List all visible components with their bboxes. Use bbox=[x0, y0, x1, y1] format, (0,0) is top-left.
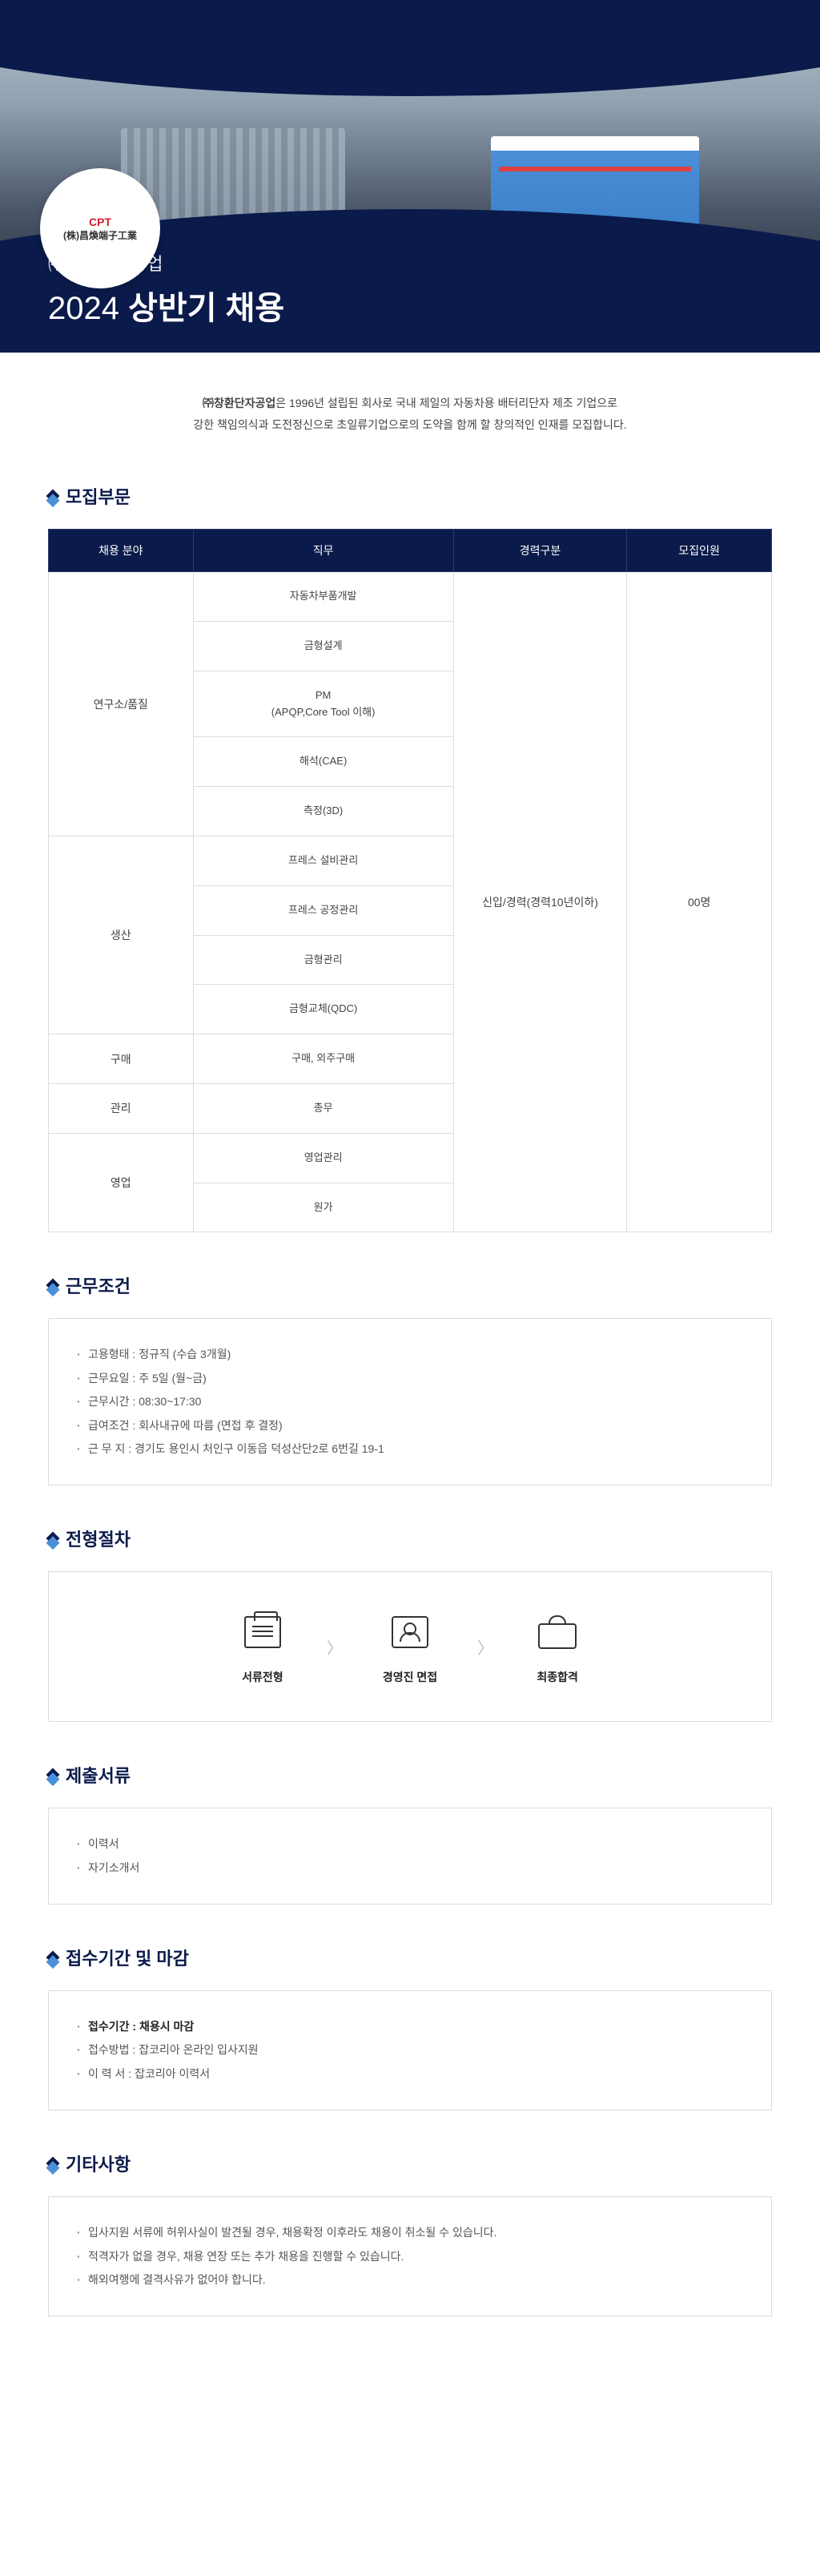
list-item: 급여조건 : 회사내규에 따름 (면접 후 결정) bbox=[77, 1414, 743, 1437]
cell-experience: 신입/경력(경력10년이하) bbox=[453, 572, 627, 1232]
list-item: 근무요일 : 주 5일 (월~금) bbox=[77, 1367, 743, 1390]
section-heading-period: 접수기간 및 마감 bbox=[48, 1945, 772, 1970]
cell-job: 프레스 설비관리 bbox=[193, 836, 453, 885]
cell-job: 금형교체(QDC) bbox=[193, 985, 453, 1034]
hero-banner: CPT (株)昌煥端子工業 ㈜창환단자공업 2024 상반기 채용 bbox=[0, 0, 820, 353]
hero-title-year: 2024 bbox=[48, 291, 119, 326]
logo-main-text: CPT bbox=[63, 216, 137, 228]
cell-job: 프레스 공정관리 bbox=[193, 885, 453, 935]
list-item: 이력서 bbox=[77, 1832, 743, 1856]
section-title: 기타사항 bbox=[66, 2151, 131, 2176]
list-item: 근 무 지 : 경기도 용인시 처인구 이동읍 덕성산단2로 6번길 19-1 bbox=[77, 1437, 743, 1461]
cell-field: 구매 bbox=[49, 1034, 194, 1084]
process-step-3: 최종합격 bbox=[533, 1608, 581, 1685]
cell-job: 금형관리 bbox=[193, 935, 453, 985]
cell-job: 영업관리 bbox=[193, 1133, 453, 1183]
etc-box: 입사지원 서류에 허위사실이 발견될 경우, 채용확정 이후라도 채용이 취소될… bbox=[48, 2196, 772, 2316]
table-row: 연구소/품질자동차부품개발신입/경력(경력10년이하)00명 bbox=[49, 572, 772, 622]
process-label: 경영진 면접 bbox=[383, 1669, 437, 1685]
list-item: 이 력 서 : 잡코리아 이력서 bbox=[77, 2062, 743, 2086]
section-heading-documents: 제출서류 bbox=[48, 1762, 772, 1788]
process-step-1: 서류전형 bbox=[239, 1608, 287, 1685]
section-title: 근무조건 bbox=[66, 1272, 131, 1298]
section-heading-conditions: 근무조건 bbox=[48, 1272, 772, 1298]
cell-job: 총무 bbox=[193, 1083, 453, 1133]
list-item: 접수기간 : 채용시 마감 bbox=[77, 2015, 743, 2038]
th-field: 채용 분야 bbox=[49, 530, 194, 572]
cell-field: 생산 bbox=[49, 836, 194, 1034]
cell-job: 원가 bbox=[193, 1183, 453, 1232]
intro-line2: 강한 책임의식과 도전정신으로 초일류기업으로의 도약을 함께 할 창의적인 인… bbox=[48, 414, 772, 436]
list-item: 근무시간 : 08:30~17:30 bbox=[77, 1390, 743, 1413]
process-step-2: 경영진 면접 bbox=[383, 1608, 437, 1685]
th-count: 모집인원 bbox=[627, 530, 772, 572]
cell-field: 영업 bbox=[49, 1133, 194, 1232]
list-item: 고용형태 : 정규직 (수습 3개월) bbox=[77, 1343, 743, 1366]
th-exp: 경력구분 bbox=[453, 530, 627, 572]
cell-job: 구매, 외주구매 bbox=[193, 1034, 453, 1084]
interview-icon bbox=[386, 1608, 434, 1656]
recruitment-table: 채용 분야 직무 경력구분 모집인원 연구소/품질자동차부품개발신입/경력(경력… bbox=[48, 529, 772, 1232]
intro-line1-rest: 은 1996년 설립된 회사로 국내 제일의 자동차용 배터리단자 제조 기업으… bbox=[275, 397, 617, 409]
intro-text: ㈜창환단자공업은 1996년 설립된 회사로 국내 제일의 자동차용 배터리단자… bbox=[48, 393, 772, 435]
process-box: 서류전형 〉 경영진 면접 〉 최종합격 bbox=[48, 1571, 772, 1722]
section-heading-recruit: 모집부문 bbox=[48, 483, 772, 509]
section-title: 전형절차 bbox=[66, 1526, 131, 1551]
company-logo: CPT (株)昌煥端子工業 bbox=[40, 168, 160, 288]
cell-job: PM(APQP,Core Tool 이해) bbox=[193, 671, 453, 737]
diamond-icon bbox=[46, 1951, 60, 1965]
list-item: 접수방법 : 잡코리아 온라인 입사지원 bbox=[77, 2038, 743, 2062]
diamond-icon bbox=[46, 1532, 60, 1546]
chevron-right-icon: 〉 bbox=[477, 1635, 493, 1659]
logo-sub-text: (株)昌煥端子工業 bbox=[63, 228, 137, 242]
cell-field: 연구소/품질 bbox=[49, 572, 194, 836]
diamond-icon bbox=[46, 1279, 60, 1292]
content-area: ㈜창환단자공업은 1996년 설립된 회사로 국내 제일의 자동차용 배터리단자… bbox=[0, 353, 820, 2380]
diamond-icon bbox=[46, 490, 60, 503]
list-item: 자기소개서 bbox=[77, 1856, 743, 1880]
conditions-box: 고용형태 : 정규직 (수습 3개월)근무요일 : 주 5일 (월~금)근무시간… bbox=[48, 1318, 772, 1486]
section-heading-etc: 기타사항 bbox=[48, 2151, 772, 2176]
chevron-right-icon: 〉 bbox=[327, 1635, 343, 1659]
hero-title-bold: 상반기 채용 bbox=[128, 291, 284, 326]
process-label: 서류전형 bbox=[242, 1669, 283, 1685]
list-item: 적격자가 없을 경우, 채용 연장 또는 추가 채용을 진행할 수 있습니다. bbox=[77, 2245, 743, 2268]
period-box: 접수기간 : 채용시 마감접수방법 : 잡코리아 온라인 입사지원이 력 서 :… bbox=[48, 1990, 772, 2110]
intro-company-name: ㈜창환단자공업 bbox=[203, 397, 275, 409]
hero-title: 2024 상반기 채용 bbox=[48, 282, 284, 329]
cell-field: 관리 bbox=[49, 1083, 194, 1133]
cell-job: 금형설계 bbox=[193, 621, 453, 671]
section-title: 모집부문 bbox=[66, 483, 131, 509]
list-item: 해외여행에 결격사유가 없어야 합니다. bbox=[77, 2268, 743, 2292]
diamond-icon bbox=[46, 2157, 60, 2171]
cell-job: 측정(3D) bbox=[193, 787, 453, 836]
diamond-icon bbox=[46, 1768, 60, 1782]
section-title: 제출서류 bbox=[66, 1762, 131, 1788]
th-job: 직무 bbox=[193, 530, 453, 572]
document-icon bbox=[239, 1608, 287, 1656]
section-heading-process: 전형절차 bbox=[48, 1526, 772, 1551]
briefcase-icon bbox=[533, 1608, 581, 1656]
section-title: 접수기간 및 마감 bbox=[66, 1945, 189, 1970]
documents-box: 이력서자기소개서 bbox=[48, 1808, 772, 1905]
list-item: 입사지원 서류에 허위사실이 발견될 경우, 채용확정 이후라도 채용이 취소될… bbox=[77, 2221, 743, 2244]
process-label: 최종합격 bbox=[537, 1669, 578, 1685]
cell-job: 해석(CAE) bbox=[193, 737, 453, 787]
cell-job: 자동차부품개발 bbox=[193, 572, 453, 622]
cell-headcount: 00명 bbox=[627, 572, 772, 1232]
